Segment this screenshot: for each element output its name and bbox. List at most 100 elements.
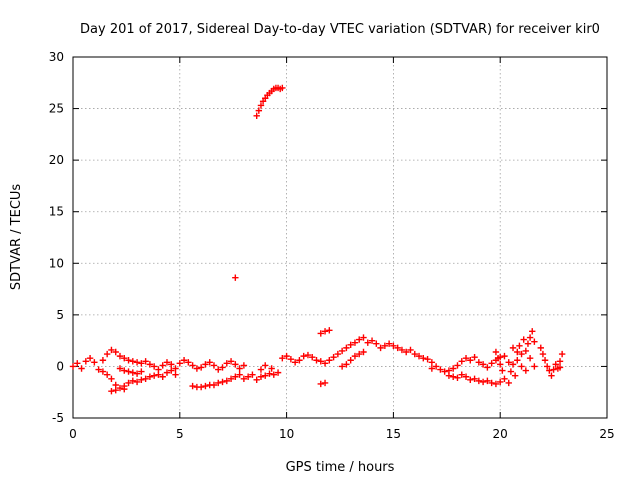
data-point xyxy=(317,358,324,365)
data-point xyxy=(428,359,436,366)
data-point xyxy=(108,346,115,354)
y-axis-label: SDTVAR / TECUs xyxy=(9,184,24,291)
data-point xyxy=(467,357,474,364)
data-point xyxy=(121,367,128,374)
data-point xyxy=(475,377,483,385)
data-point xyxy=(210,381,218,389)
data-point xyxy=(240,362,248,369)
x-tick-label: 10 xyxy=(279,427,294,441)
data-point xyxy=(150,363,158,370)
x-tick-label: 20 xyxy=(493,427,508,441)
data-point xyxy=(347,357,354,364)
data-point xyxy=(541,357,549,364)
data-point xyxy=(351,352,359,360)
data-point xyxy=(262,362,269,369)
data-point xyxy=(197,364,205,371)
data-point xyxy=(112,386,119,394)
data-point xyxy=(492,348,500,356)
data-point xyxy=(125,357,132,364)
data-point xyxy=(432,363,440,370)
data-point xyxy=(219,364,226,371)
data-point xyxy=(505,359,512,366)
data-point xyxy=(458,371,465,378)
data-point xyxy=(249,371,256,378)
data-point xyxy=(210,362,218,369)
data-point xyxy=(338,347,346,355)
data-point xyxy=(543,363,551,370)
y-tick-label: 5 xyxy=(56,308,64,322)
data-point xyxy=(326,327,333,334)
y-tick-label: 0 xyxy=(56,359,64,373)
data-point xyxy=(159,373,166,380)
data-point xyxy=(155,371,162,378)
data-point xyxy=(163,359,171,366)
data-point xyxy=(360,348,367,356)
data-point xyxy=(428,365,436,372)
y-axis: -5 0 5 10 15 20 25 30 xyxy=(49,50,607,425)
data-point xyxy=(488,360,495,367)
data-point xyxy=(494,354,502,362)
data-point xyxy=(82,358,90,365)
data-points xyxy=(69,84,566,395)
data-point xyxy=(522,347,530,355)
data-point xyxy=(458,358,465,365)
data-point xyxy=(268,365,275,372)
data-point xyxy=(531,338,538,345)
data-point xyxy=(326,357,333,364)
data-point xyxy=(509,344,517,352)
data-point xyxy=(232,373,239,380)
data-point xyxy=(108,375,115,383)
data-point xyxy=(266,370,273,377)
data-point xyxy=(450,373,457,380)
data-point xyxy=(403,348,410,356)
data-point xyxy=(338,363,346,370)
data-point xyxy=(317,330,324,337)
data-point xyxy=(287,356,295,363)
data-point xyxy=(133,370,141,377)
data-point xyxy=(518,350,525,358)
data-point xyxy=(330,353,337,361)
data-point xyxy=(471,375,478,383)
data-point xyxy=(385,340,393,347)
data-point xyxy=(116,365,124,372)
data-point xyxy=(172,371,179,378)
data-point xyxy=(138,368,145,375)
data-point xyxy=(445,372,453,379)
y-tick-label: 25 xyxy=(49,102,64,116)
data-point xyxy=(462,373,470,380)
data-point xyxy=(520,336,527,343)
data-point xyxy=(364,339,371,346)
data-point xyxy=(529,328,536,335)
data-point xyxy=(223,377,230,385)
data-point xyxy=(546,367,553,374)
data-point xyxy=(304,351,312,359)
data-point xyxy=(202,361,209,368)
data-point xyxy=(95,366,102,373)
grid xyxy=(73,57,607,418)
data-point xyxy=(441,368,448,375)
data-point xyxy=(129,358,137,365)
data-point xyxy=(146,361,154,368)
data-point xyxy=(507,368,515,375)
data-point xyxy=(206,359,213,366)
data-point xyxy=(103,371,111,378)
y-tick-label: 15 xyxy=(49,205,64,219)
data-point xyxy=(189,382,196,390)
data-point xyxy=(411,350,418,358)
data-point xyxy=(142,358,149,365)
data-point xyxy=(133,359,141,366)
data-point xyxy=(526,354,534,362)
data-point xyxy=(74,360,81,367)
data-point xyxy=(398,346,406,354)
data-point xyxy=(558,350,566,358)
data-point xyxy=(138,360,145,367)
data-point xyxy=(514,357,521,364)
data-point xyxy=(488,379,495,387)
data-point xyxy=(321,379,329,387)
data-point xyxy=(531,363,538,370)
data-point xyxy=(300,352,307,360)
data-point xyxy=(227,375,235,383)
data-point xyxy=(343,361,350,368)
data-point xyxy=(462,354,470,362)
